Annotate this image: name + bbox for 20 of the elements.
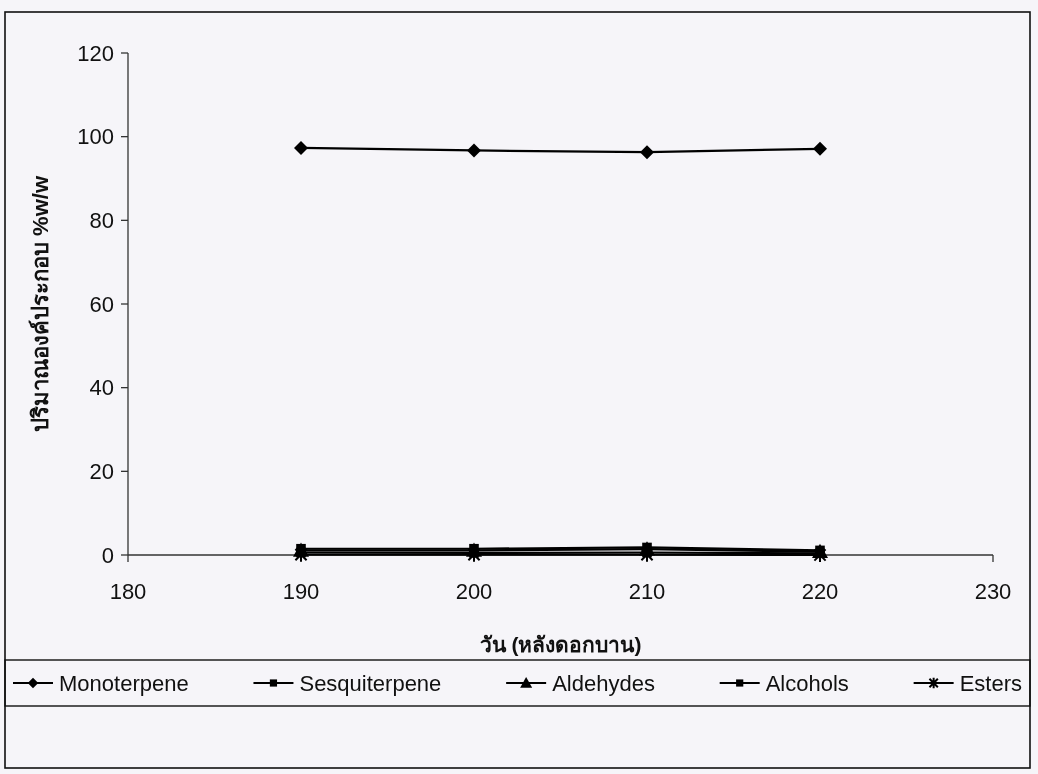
x-tick-label: 190 <box>282 579 320 604</box>
y-tick-label: 60 <box>89 291 114 317</box>
y-tick-label: 100 <box>77 124 114 150</box>
x-tick-label: 230 <box>974 579 1012 604</box>
x-tick-label: 200 <box>455 579 493 604</box>
legend-label: Aldehydes <box>552 670 655 696</box>
x-axis-title: วัน (หลังดอกบาน) <box>479 633 642 656</box>
y-tick-label: 0 <box>101 542 114 568</box>
legend-label: Monoterpene <box>59 670 189 696</box>
y-tick-label: 40 <box>89 375 114 401</box>
legend-label: Esters <box>959 670 1022 696</box>
y-tick-label: 120 <box>77 40 114 66</box>
legend-label: Alcohols <box>765 670 849 696</box>
x-tick-label: 220 <box>801 579 839 604</box>
x-tick-label: 180 <box>109 579 147 604</box>
y-axis-title: ปริมาณองค์ประกอบ %w/w <box>28 176 53 432</box>
legend-label: Sesquiterpene <box>299 670 442 696</box>
y-tick-label: 20 <box>89 458 114 484</box>
x-tick-label: 210 <box>628 579 666 604</box>
y-tick-label: 80 <box>89 207 114 233</box>
